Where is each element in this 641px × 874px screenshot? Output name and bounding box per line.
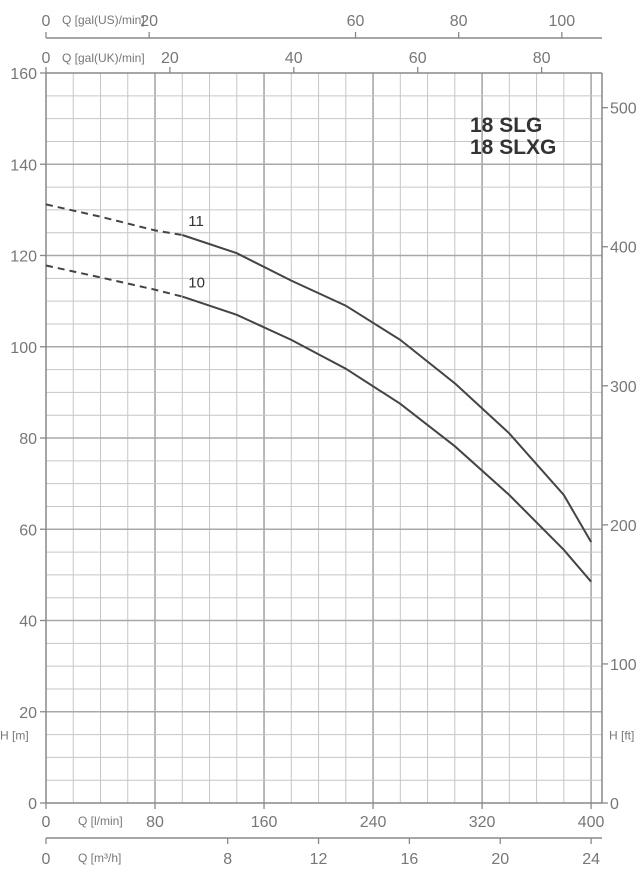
x-gal-uk-tick-label: 0 xyxy=(42,50,51,67)
y-tick-label: 100 xyxy=(10,340,37,357)
y-ft-tick-label: 500 xyxy=(610,101,637,118)
grid xyxy=(46,73,602,803)
y-tick-label: 40 xyxy=(19,614,37,631)
x-gal-uk-tick-label: 40 xyxy=(285,50,303,67)
y-tick-label: 160 xyxy=(10,66,37,83)
x-tick-label: 320 xyxy=(469,814,496,831)
curves: 11 10 xyxy=(45,203,592,583)
x-tick-label: 400 xyxy=(578,814,605,831)
y-ft-tick-label: 400 xyxy=(610,240,637,257)
x-tick-label: 0 xyxy=(42,814,51,831)
x-tick-label: 240 xyxy=(360,814,387,831)
x-gal-us-tick-label: 100 xyxy=(549,13,576,30)
series-11-label: 11 xyxy=(188,213,204,230)
y-ft-tick-label: 300 xyxy=(610,379,637,396)
x-gal-us-tick-label: 60 xyxy=(347,13,365,30)
y-tick-label: 80 xyxy=(19,431,37,448)
x-m3h-tick-label: 8 xyxy=(223,851,232,868)
x-tick-label: 160 xyxy=(251,814,278,831)
x-gal-us-tick-label: 0 xyxy=(42,13,51,30)
x-gal-us-tick-label: 20 xyxy=(140,13,158,30)
x-m3h-tick-label: 20 xyxy=(491,851,509,868)
y-axis-unit-label: H [m] xyxy=(0,729,29,743)
series-10-dashed-line xyxy=(45,264,183,298)
x-m3h-tick-label: 0 xyxy=(42,851,51,868)
series-11-line xyxy=(181,234,592,543)
x-m3h-tick-label: 16 xyxy=(401,851,419,868)
x-axis-unit-label: Q [l/min] xyxy=(78,814,123,828)
y-tick-label: 0 xyxy=(28,796,37,813)
x-gal-us-unit-label: Q [gal(US)/min] xyxy=(62,13,145,27)
y-ft-tick-label: 200 xyxy=(610,518,637,535)
x-m3h-tick-label: 24 xyxy=(582,851,600,868)
series-10-line xyxy=(181,295,592,583)
chart-title-line: 18 SLG xyxy=(470,114,542,137)
y-tick-label: 20 xyxy=(19,705,37,722)
y-tick-label: 120 xyxy=(10,249,37,266)
x-gal-uk-tick-label: 20 xyxy=(161,50,179,67)
x-tick-label: 80 xyxy=(146,814,164,831)
x-m3h-tick-label: 12 xyxy=(310,851,328,868)
x-m3h-unit-label: Q [m³/h] xyxy=(78,851,121,865)
chart-title-line: 18 SLXG xyxy=(470,136,556,159)
y-tick-label: 60 xyxy=(19,522,37,539)
y-tick-label: 140 xyxy=(10,157,37,174)
series-11-dashed-line xyxy=(45,203,183,236)
x-gal-uk-tick-label: 80 xyxy=(533,50,551,67)
series-10-label: 10 xyxy=(188,275,205,292)
x-gal-uk-tick-label: 60 xyxy=(409,50,427,67)
y-ft-tick-label: 100 xyxy=(610,657,637,674)
x-gal-uk-unit-label: Q [gal(UK)/min] xyxy=(62,51,145,65)
x-gal-us-tick-label: 80 xyxy=(450,13,468,30)
y-ft-tick-label: 0 xyxy=(610,796,619,813)
y-ft-axis-unit-label: H [ft] xyxy=(609,729,634,743)
axes xyxy=(40,32,608,844)
